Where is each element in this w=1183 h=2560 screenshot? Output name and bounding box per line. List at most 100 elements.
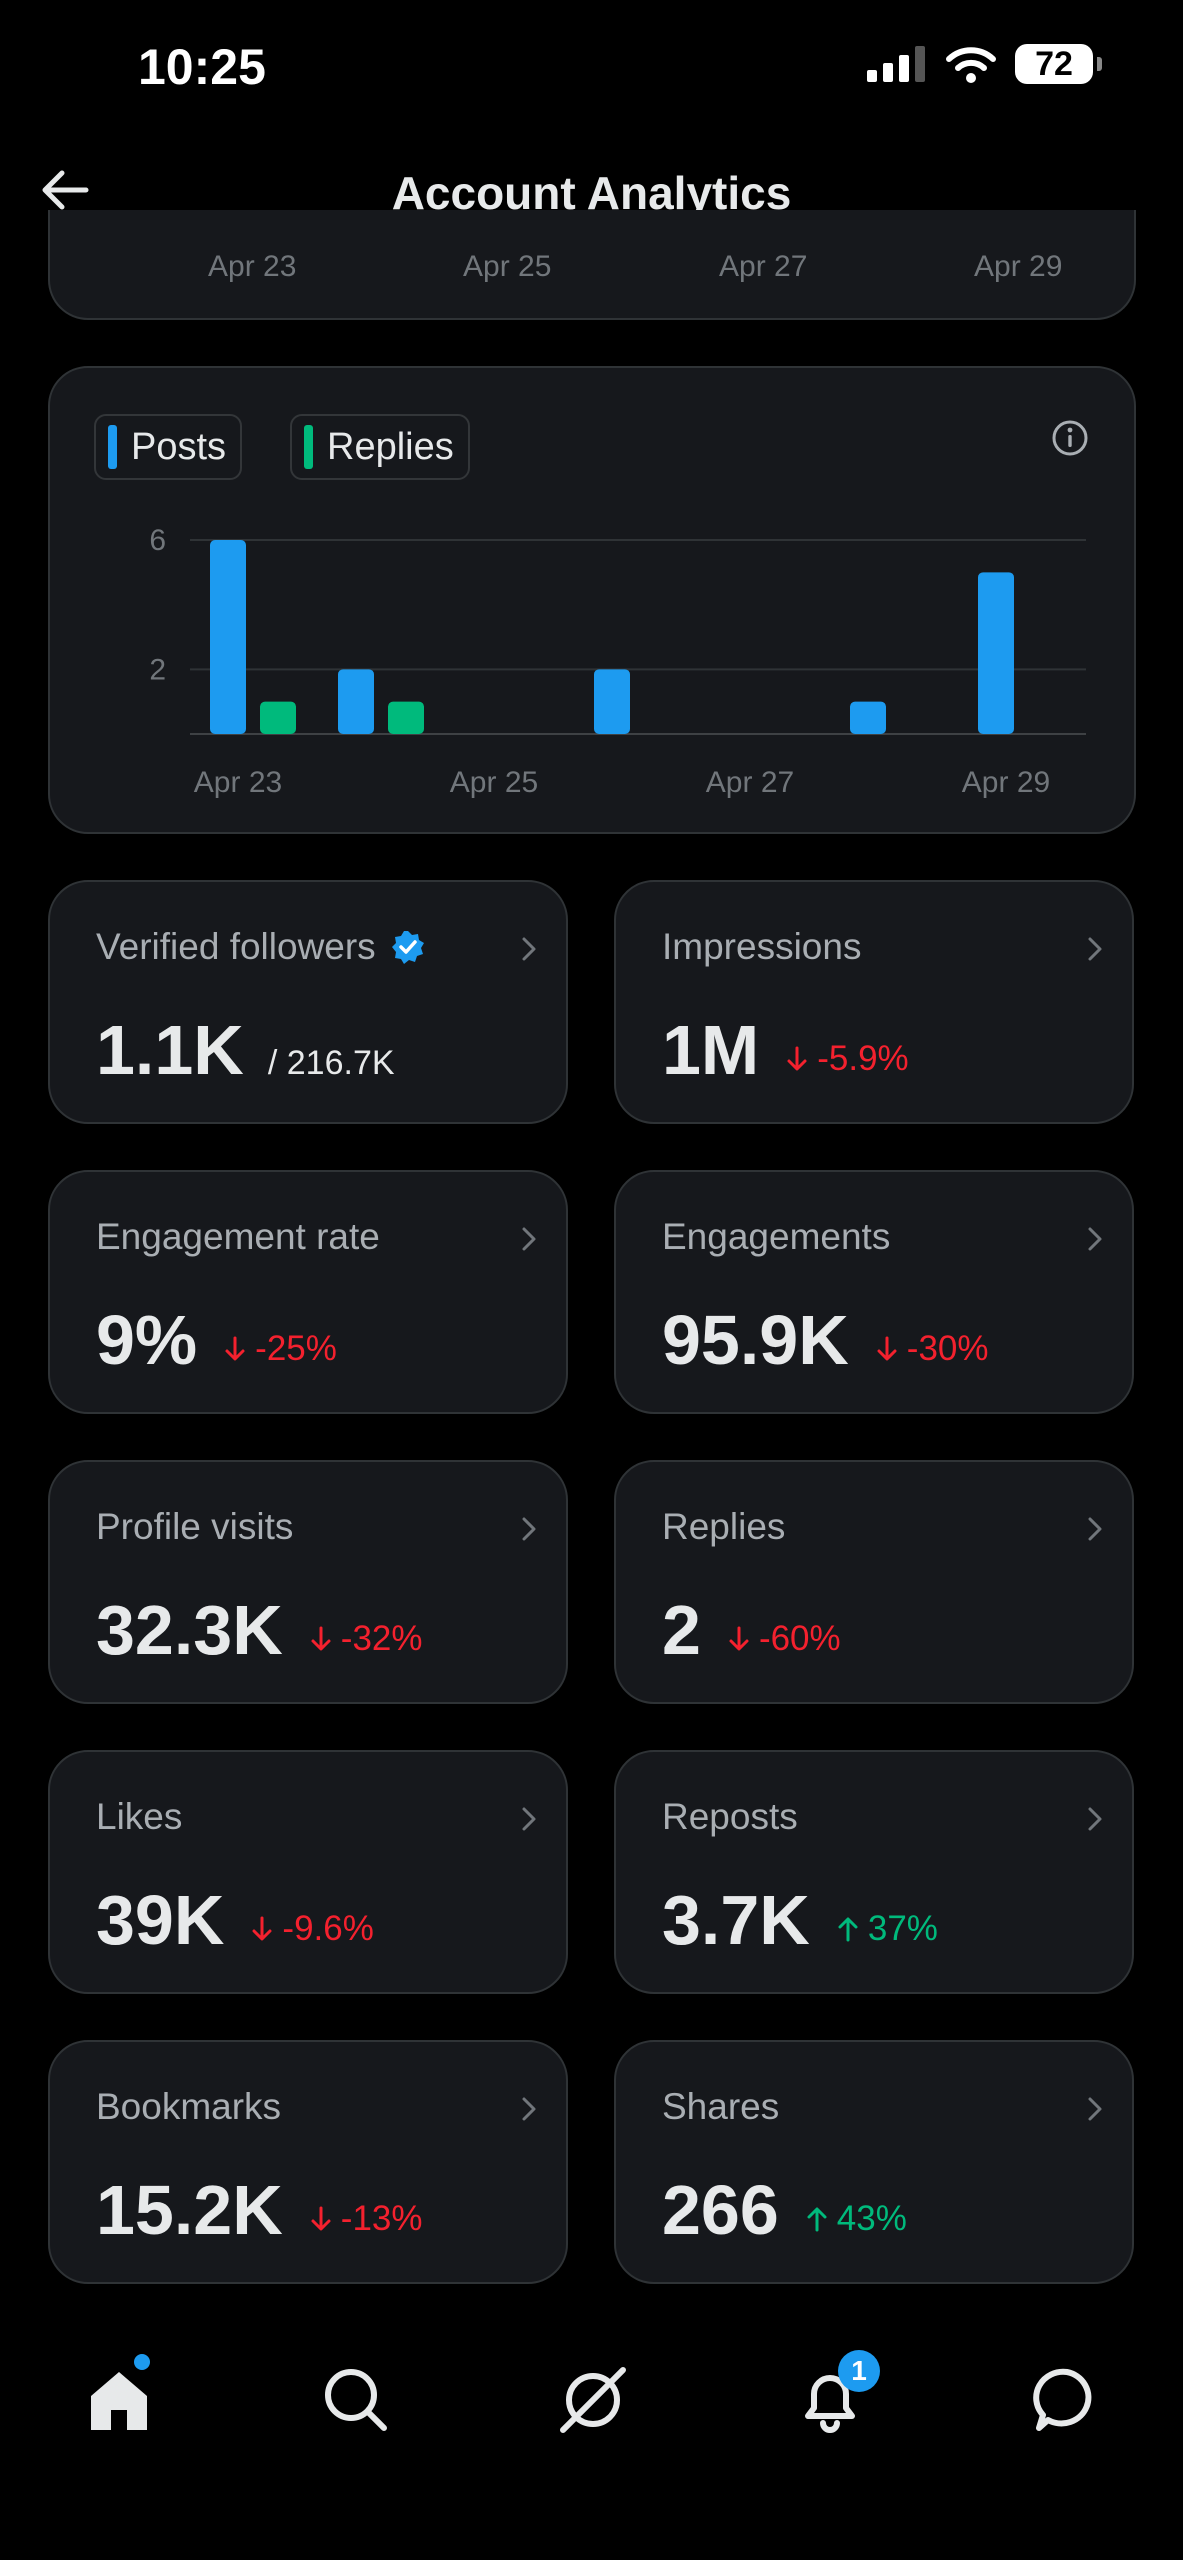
stat-label-row: Engagements xyxy=(662,1216,890,1258)
stat-change-value: -9.6% xyxy=(282,1909,374,1948)
arrow-down-icon xyxy=(877,1336,897,1361)
stat-change: -32% xyxy=(307,1619,423,1659)
stat-value-row: 266 43% xyxy=(662,2170,907,2250)
x-tick-label: Apr 29 xyxy=(974,250,1063,283)
stat-change-value: 43% xyxy=(836,2199,907,2238)
stat-label: Engagements xyxy=(662,1216,891,1257)
stat-change: 37% xyxy=(834,1909,938,1949)
stat-change: -30% xyxy=(873,1329,989,1369)
replies-bar[interactable] xyxy=(260,701,296,734)
search-icon[interactable] xyxy=(316,2360,396,2440)
posts-bar[interactable] xyxy=(850,701,886,734)
stat-value: 9% xyxy=(96,1301,198,1379)
impressions-chart-card: Apr 23 Apr 25 Apr 27 Apr 29 xyxy=(48,210,1136,320)
arrow-down-icon xyxy=(787,1046,807,1071)
stat-value: 95.9K xyxy=(662,1301,849,1379)
stat-value-row: 32.3K -32% xyxy=(96,1590,423,1670)
wifi-icon xyxy=(946,47,996,83)
x-tick-label: Apr 25 xyxy=(450,766,538,799)
chevron-right-icon xyxy=(522,1517,536,1541)
stat-value: 32.3K xyxy=(96,1591,283,1669)
chevron-right-icon xyxy=(1088,1227,1102,1251)
stat-label: Bookmarks xyxy=(96,2086,282,2127)
stat-label-row: Engagement rate xyxy=(96,1216,380,1258)
x-tick-label: Apr 25 xyxy=(463,250,552,283)
chevron-right-icon xyxy=(522,1807,536,1831)
stat-label-row: Replies xyxy=(662,1506,785,1548)
stat-label-row: Shares xyxy=(662,2086,779,2128)
stat-tile[interactable]: Shares 266 43% xyxy=(614,2040,1134,2284)
stat-tile[interactable]: Reposts 3.7K 37% xyxy=(614,1750,1134,1994)
stat-change: -25% xyxy=(221,1329,337,1369)
stat-total: / 216.7K xyxy=(267,1044,395,1082)
arrow-down-icon xyxy=(311,1626,331,1651)
stat-change: -60% xyxy=(725,1619,841,1659)
stat-value-row: 1.1K / 216.7K xyxy=(96,1010,395,1090)
x-tick-label: Apr 29 xyxy=(962,766,1050,799)
chevron-right-icon xyxy=(1088,1807,1102,1831)
stat-tile[interactable]: Bookmarks 15.2K -13% xyxy=(48,2040,568,2284)
posts-bar[interactable] xyxy=(594,669,630,734)
posts-bar[interactable] xyxy=(978,572,1014,734)
replies-bar[interactable] xyxy=(388,701,424,734)
stat-tile[interactable]: Impressions 1M -5.9% xyxy=(614,880,1134,1124)
messages-icon[interactable] xyxy=(1027,2360,1107,2440)
replies-swatch xyxy=(304,425,313,469)
grok-icon[interactable] xyxy=(553,2360,633,2440)
stat-tile[interactable]: Profile visits 32.3K -32% xyxy=(48,1460,568,1704)
chevron-right-icon xyxy=(1088,1517,1102,1541)
stat-tile[interactable]: Verified followers 1.1K / 216.7K xyxy=(48,880,568,1124)
x-tick-label: Apr 27 xyxy=(706,766,794,799)
stat-label-row: Verified followers xyxy=(96,926,426,968)
stat-value: 39K xyxy=(96,1881,225,1959)
posts-bar[interactable] xyxy=(338,669,374,734)
stat-tile[interactable]: Engagement rate 9% -25% xyxy=(48,1170,568,1414)
y-tick-label: 6 xyxy=(149,524,166,557)
stat-value-row: 3.7K 37% xyxy=(662,1880,938,1960)
stat-change-value: -30% xyxy=(906,1329,989,1368)
stat-tile[interactable]: Engagements 95.9K -30% xyxy=(614,1170,1134,1414)
posts-replies-chart-card: Posts Replies 6 2 Apr 23 Apr 25 Apr 27 Apr 29 xyxy=(48,366,1136,834)
home-icon[interactable] xyxy=(79,2360,159,2440)
stat-label: Impressions xyxy=(662,926,862,967)
legend-replies-label: Replies xyxy=(327,425,454,468)
stat-label: Shares xyxy=(662,2086,780,2127)
arrow-down-icon xyxy=(225,1336,245,1361)
stat-change: -13% xyxy=(307,2199,423,2239)
stat-value: 266 xyxy=(662,2171,779,2249)
stat-value-row: 39K -9.6% xyxy=(96,1880,374,1960)
signal-icon xyxy=(867,46,925,82)
stat-label-row: Reposts xyxy=(662,1796,798,1838)
chevron-right-icon xyxy=(1088,937,1102,961)
arrow-up-icon xyxy=(807,2207,827,2232)
legend-posts-label: Posts xyxy=(131,425,227,468)
stat-value-row: 1M -5.9% xyxy=(662,1010,909,1090)
arrow-up-icon xyxy=(838,1917,858,1942)
stat-change: 43% xyxy=(803,2199,907,2239)
bell-icon[interactable] xyxy=(790,2360,870,2440)
chevron-right-icon xyxy=(1088,2097,1102,2121)
stat-tile[interactable]: Replies 2 -60% xyxy=(614,1460,1134,1704)
stat-value: 1M xyxy=(662,1011,760,1089)
stat-label: Likes xyxy=(96,1796,183,1837)
arrow-down-icon xyxy=(729,1626,749,1651)
x-tick-label: Apr 23 xyxy=(208,250,297,283)
back-arrow-icon[interactable] xyxy=(36,160,96,220)
stat-value-row: 2 -60% xyxy=(662,1590,841,1670)
info-icon[interactable] xyxy=(1050,418,1090,458)
stat-label-row: Profile visits xyxy=(96,1506,293,1548)
legend-posts[interactable]: Posts xyxy=(94,414,243,480)
stat-label: Verified followers xyxy=(96,926,376,967)
posts-replies-bar-chart: 6 2 Apr 23 Apr 25 Apr 27 Apr 29 xyxy=(149,524,1086,799)
y-tick-label: 2 xyxy=(149,653,166,686)
stat-value: 15.2K xyxy=(96,2171,283,2249)
stat-value-row: 15.2K -13% xyxy=(96,2170,423,2250)
legend-replies[interactable]: Replies xyxy=(290,414,470,480)
stat-change-value: -5.9% xyxy=(817,1039,909,1078)
stat-value: 3.7K xyxy=(662,1881,810,1959)
stat-label: Replies xyxy=(662,1506,786,1547)
stat-value: 1.1K xyxy=(96,1011,244,1089)
stat-label: Engagement rate xyxy=(96,1216,380,1257)
posts-bar[interactable] xyxy=(210,540,246,734)
stat-tile[interactable]: Likes 39K -9.6% xyxy=(48,1750,568,1994)
